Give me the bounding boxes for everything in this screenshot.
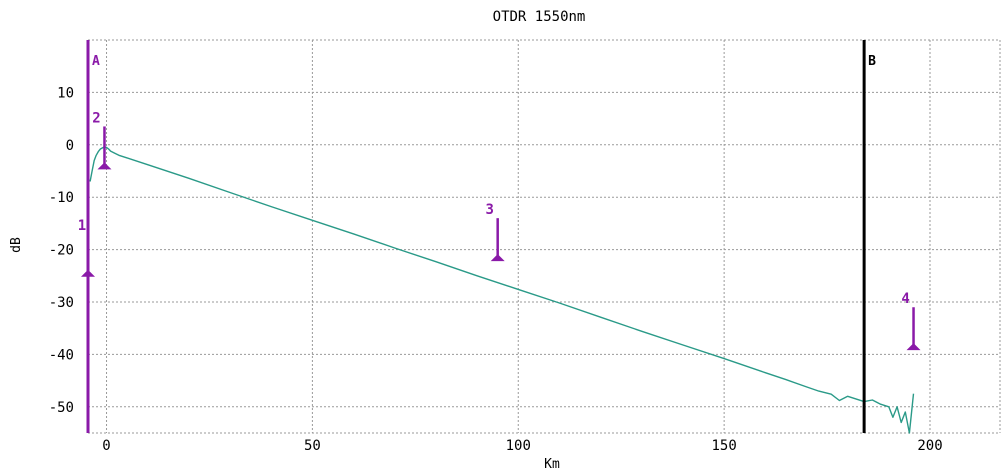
y-tick-label: 0	[66, 138, 74, 154]
y-tick-label: -50	[49, 400, 74, 416]
x-tick-label: 50	[304, 438, 321, 454]
y-tick-label: -40	[49, 347, 74, 363]
event-marker-3-label: 3	[485, 202, 493, 218]
y-axis-label: dB	[9, 237, 24, 253]
event-marker-2-base	[97, 162, 112, 170]
y-tick-label: -20	[49, 243, 74, 259]
cursor-b-label: B	[868, 54, 876, 69]
otdr-trace-line	[89, 146, 915, 434]
chart-title: OTDR 1550nm	[493, 9, 586, 25]
event-marker-4-label: 4	[901, 291, 909, 307]
event-marker-4-base	[906, 343, 921, 351]
y-tick-label: 10	[57, 85, 74, 101]
event-marker-1-base	[81, 269, 95, 277]
axes	[88, 39, 1001, 434]
event-marker-2-label: 2	[92, 110, 100, 126]
y-tick-label: -30	[49, 295, 74, 311]
series-layer	[89, 146, 915, 434]
cursor-a-label: A	[92, 54, 100, 69]
grid	[88, 40, 1000, 433]
event-marker-3-base	[490, 254, 505, 262]
y-tick-label: -10	[49, 190, 74, 206]
x-tick-label: 0	[102, 438, 110, 454]
x-tick-label: 200	[917, 438, 942, 454]
x-tick-label: 150	[711, 438, 736, 454]
event-marker-1-label: 1	[78, 218, 86, 234]
x-axis-label: Km	[544, 457, 560, 470]
marker-layer: 1 2 3 4	[78, 110, 921, 351]
x-tick-label: 100	[506, 438, 531, 454]
